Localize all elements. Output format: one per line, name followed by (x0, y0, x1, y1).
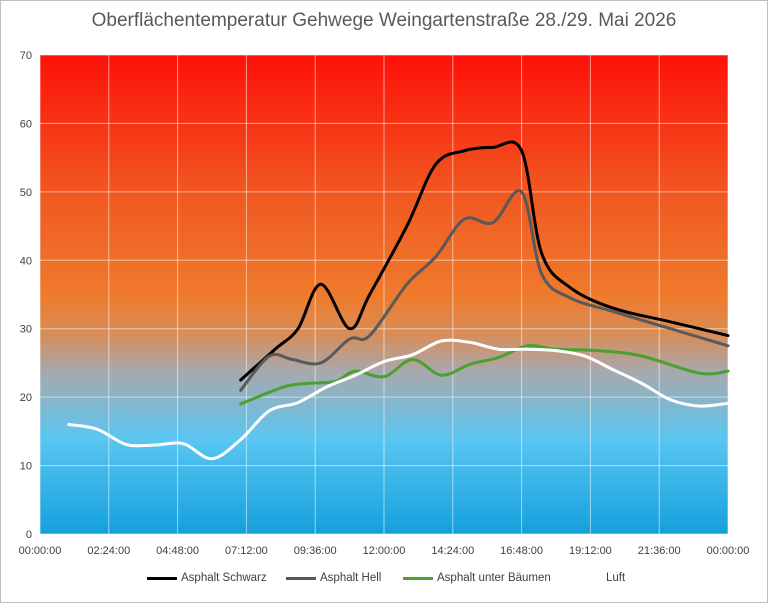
y-tick-label: 20 (20, 392, 32, 404)
x-tick-label: 00:00:00 (19, 545, 62, 557)
series-lines (67, 140, 730, 461)
x-tick-label: 21:36:00 (638, 545, 681, 557)
axis-tick-labels: 00:00:00 02:24:00 04:48:00 07:12:00 09:36:00… (19, 50, 750, 557)
y-tick-label: 10 (20, 461, 32, 473)
legend-swatch (403, 576, 433, 580)
y-tick-label: 0 (26, 529, 32, 541)
x-tick-label: 00:00:00 (707, 545, 750, 557)
chart-title: Oberflächentemperatur Gehwege Weingarten… (91, 10, 677, 31)
legend-item-asphalt-unter-baeumen: Asphalt unter Bäumen (403, 572, 551, 584)
legend-item-asphalt-hell: Asphalt Hell (286, 572, 381, 584)
y-tick-label: 30 (20, 324, 32, 336)
x-tick-label: 02:24:00 (87, 545, 130, 557)
y-tick-label: 70 (20, 50, 32, 62)
series-line-asphalt-hell (239, 189, 730, 392)
legend-label: Asphalt unter Bäumen (437, 572, 551, 584)
series-line-asphalt-schwarz (239, 140, 730, 382)
grid-lines (39, 54, 729, 535)
x-tick-label: 19:12:00 (569, 545, 612, 557)
x-tick-label: 14:24:00 (431, 545, 474, 557)
legend-swatch (147, 576, 177, 580)
legend-label: Asphalt Hell (320, 572, 382, 584)
legend-label: Asphalt Schwarz (181, 572, 267, 584)
legend-item-asphalt-schwarz: Asphalt Schwarz (147, 572, 267, 584)
y-tick-label: 50 (20, 187, 32, 199)
series-line-asphalt-unter-baeumen (239, 344, 730, 406)
x-tick-label: 04:48:00 (156, 545, 199, 557)
y-tick-label: 40 (20, 255, 32, 267)
series-line-luft (67, 338, 730, 461)
x-tick-label: 12:00:00 (363, 545, 406, 557)
legend: Asphalt Schwarz Asphalt Hell Asphalt unt… (0, 572, 768, 590)
legend-item-luft: Luft (572, 572, 625, 584)
legend-label: Luft (606, 572, 626, 584)
legend-swatch (572, 576, 602, 580)
legend-swatch (286, 576, 316, 580)
x-tick-label: 07:12:00 (225, 545, 268, 557)
x-tick-label: 09:36:00 (294, 545, 337, 557)
x-tick-label: 16:48:00 (500, 545, 543, 557)
y-tick-label: 60 (20, 118, 32, 130)
